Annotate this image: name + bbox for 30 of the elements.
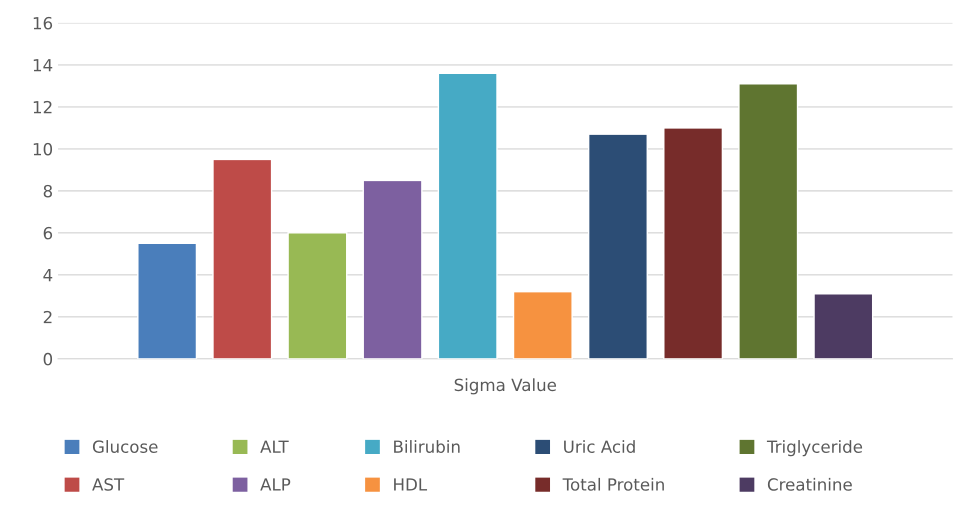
bar xyxy=(738,83,798,359)
legend-label: HDL xyxy=(394,478,428,491)
legend-label: Uric Acid xyxy=(564,440,635,453)
bar xyxy=(137,242,198,359)
bar xyxy=(438,72,498,359)
y-tick-label: 16 xyxy=(34,16,52,30)
bar xyxy=(813,293,874,359)
legend-label: Creatinine xyxy=(768,478,852,491)
legend-label: Bilirubin xyxy=(394,440,460,453)
y-tick-label: 10 xyxy=(34,142,52,156)
bar xyxy=(287,232,348,359)
y-tick-label: 14 xyxy=(34,59,52,72)
legend-label: Total Protein xyxy=(562,478,664,491)
y-tick-label: 12 xyxy=(34,100,52,114)
legend-label: AST xyxy=(92,478,124,491)
bar xyxy=(362,180,423,359)
y-tick-label: 8 xyxy=(44,184,52,198)
y-tick-label: 2 xyxy=(44,310,52,324)
bar xyxy=(663,127,724,359)
y-tick-label: 0 xyxy=(44,352,52,366)
bar xyxy=(512,290,573,359)
legend-label: Glucose xyxy=(92,440,158,453)
legend-label: ALT xyxy=(260,440,289,453)
legend-label: ALP xyxy=(260,478,290,491)
x-tick-label: Sigma Value xyxy=(454,378,556,394)
y-tick-label: 4 xyxy=(43,269,52,282)
bar xyxy=(588,133,648,359)
y-tick-label: 6 xyxy=(44,226,52,240)
legend-label: Triglyceride xyxy=(766,440,862,456)
bar xyxy=(212,158,272,359)
